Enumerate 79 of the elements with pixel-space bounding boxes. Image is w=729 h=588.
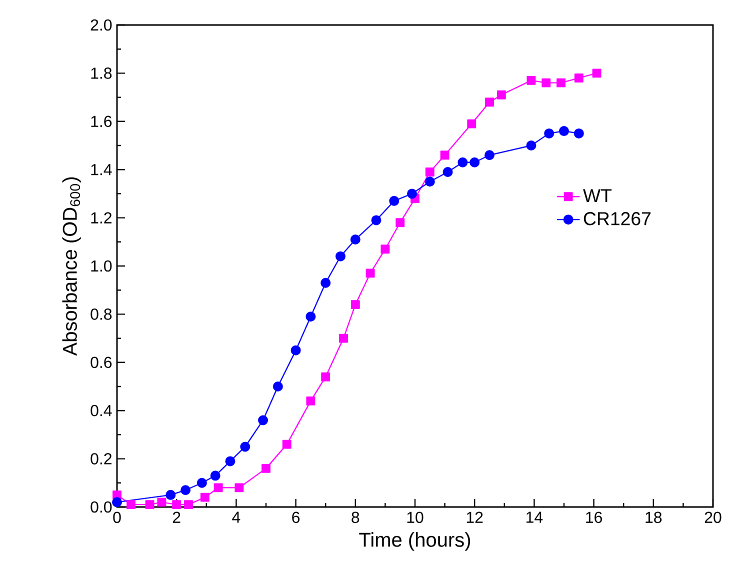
point: [339, 334, 348, 343]
point: [290, 345, 301, 356]
point: [470, 157, 480, 168]
point: [320, 278, 331, 288]
y-tick-label: 1.4: [91, 164, 112, 176]
x-tick-label: 2: [172, 512, 180, 523]
point: [214, 483, 223, 492]
point: [157, 498, 166, 507]
x-tick-label: 20: [704, 512, 722, 524]
x-tick-label: 8: [352, 512, 360, 524]
point: [574, 128, 584, 138]
y-tick-label: 1.2: [91, 212, 112, 224]
point: [424, 176, 435, 187]
point: [272, 381, 283, 392]
point: [350, 234, 360, 244]
y-tick-label: 1.8: [91, 68, 112, 79]
point: [258, 415, 268, 426]
point: [225, 456, 236, 466]
y-tick-label: 2.0: [90, 19, 112, 31]
point: [526, 76, 536, 85]
point: [558, 126, 569, 136]
point: [210, 470, 220, 481]
point: [496, 90, 506, 100]
x-tick-label: 12: [466, 512, 483, 523]
legend-label: WT: [583, 189, 612, 202]
x-tick-label: 14: [526, 512, 543, 523]
point: [542, 78, 551, 88]
y-tick-label: 0.4: [90, 404, 112, 416]
point: [196, 478, 207, 488]
point: [282, 440, 292, 449]
point: [458, 157, 468, 168]
point: [336, 251, 346, 262]
point: [574, 74, 584, 82]
legend-label: CR1267: [584, 212, 651, 226]
point: [306, 312, 316, 322]
y-tick-label: 1.0: [91, 260, 112, 272]
point: [262, 464, 270, 473]
point: [145, 500, 154, 510]
point: [240, 442, 250, 452]
point: [180, 485, 191, 496]
x-tick-label: 6: [292, 512, 300, 524]
x-axis-title: Time (hours): [359, 532, 470, 551]
point: [166, 490, 176, 500]
point: [126, 500, 136, 510]
x-tick-label: 16: [586, 512, 602, 524]
x-tick-label: 4: [232, 512, 240, 523]
point: [467, 119, 476, 128]
point: [234, 483, 244, 492]
y-tick-label: 0.8: [90, 308, 112, 320]
point: [526, 140, 536, 150]
x-tick-label: 0: [113, 512, 121, 524]
point: [389, 196, 400, 206]
point: [442, 167, 453, 177]
y-tick-label: 0.2: [90, 453, 112, 464]
point: [556, 78, 566, 88]
y-axis-title: Absorbance (OD$_{600}$): [62, 177, 81, 356]
point: [396, 218, 405, 228]
point: [200, 492, 210, 502]
x-tick-label: 18: [646, 512, 662, 524]
x-tick-label: 10: [407, 512, 424, 524]
point: [484, 150, 494, 160]
point: [184, 500, 193, 510]
y-tick-label: 0.6: [90, 356, 112, 368]
point: [172, 500, 182, 510]
point: [366, 268, 375, 278]
point: [112, 497, 122, 508]
point: [350, 300, 360, 310]
point: [592, 68, 602, 78]
point: [425, 168, 434, 176]
point: [371, 215, 382, 226]
point: [321, 372, 330, 382]
point: [544, 128, 554, 138]
point: [485, 98, 494, 107]
y-tick-label: 1.6: [91, 116, 112, 128]
point: [407, 188, 418, 199]
y-tick-label: 0.0: [90, 501, 112, 513]
point: [440, 150, 450, 160]
point: [380, 244, 390, 254]
point: [306, 396, 316, 406]
